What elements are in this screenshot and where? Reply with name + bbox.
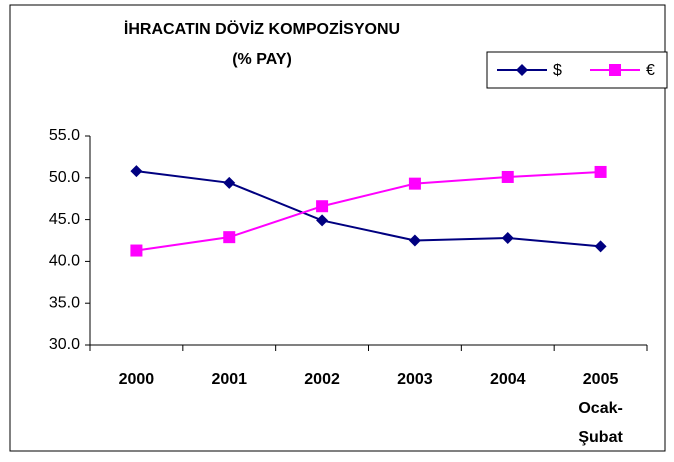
marker: [408, 177, 421, 190]
legend-label: $: [553, 62, 562, 79]
marker: [594, 240, 607, 253]
legend-label: €: [646, 62, 655, 79]
series-line: [136, 170, 601, 248]
marker: [594, 165, 607, 178]
x-tick-label: 2005 Ocak- Şubat: [578, 371, 623, 446]
x-tick-label-line: 2005: [583, 371, 619, 388]
series-line: [136, 170, 601, 252]
chart-title: İHRACATIN DÖVİZ KOMPOZİSYONU: [124, 19, 400, 38]
x-tick-label-line: 2004: [490, 371, 526, 388]
x-tick-label-line: 2003: [397, 371, 433, 388]
x-tick-label: 2004: [490, 371, 526, 388]
marker: [130, 165, 143, 178]
x-tick-label: 2002: [304, 371, 340, 388]
legend-marker: [609, 64, 621, 76]
x-tick-label-line: 2002: [304, 371, 340, 388]
y-tick-label: 45.0: [49, 211, 80, 228]
x-tick-label-line: Ocak-: [578, 400, 622, 417]
marker: [501, 231, 514, 244]
y-tick-label: 30.0: [49, 336, 80, 353]
y-tick-label: 50.0: [49, 169, 80, 186]
marker: [130, 244, 143, 257]
marker: [223, 176, 236, 189]
x-tick-label: 2000: [119, 371, 155, 388]
marker: [501, 170, 514, 183]
x-tick-label: 2001: [211, 371, 247, 388]
marker: [316, 214, 329, 227]
x-tick-label: 2003: [397, 371, 433, 388]
x-tick-label-line: 2001: [211, 371, 247, 388]
x-tick-label-line: Şubat: [578, 429, 623, 446]
marker: [316, 200, 329, 213]
marker: [223, 231, 236, 244]
x-tick-label-line: 2000: [119, 371, 155, 388]
y-tick-label: 35.0: [49, 294, 80, 311]
y-tick-label: 40.0: [49, 253, 80, 270]
y-tick-label: 55.0: [49, 127, 80, 144]
chart-subtitle: (% PAY): [232, 51, 292, 68]
legend-marker: [516, 64, 528, 76]
marker: [408, 234, 421, 247]
